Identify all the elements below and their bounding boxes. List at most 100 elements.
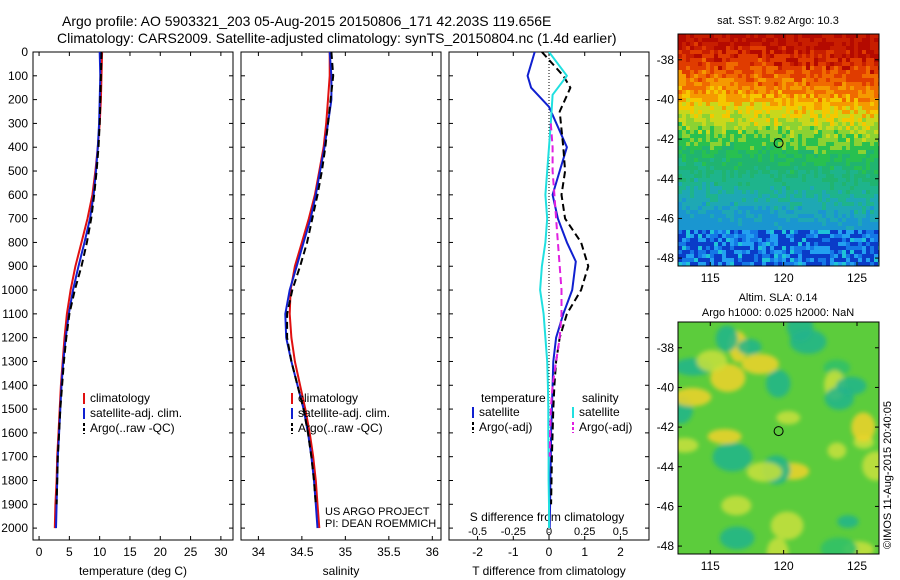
sst-cell <box>826 94 831 99</box>
sst-cell <box>798 82 803 87</box>
sst-cell <box>782 158 787 163</box>
sst-cell <box>698 218 703 223</box>
sst-cell <box>854 218 859 223</box>
sst-cell <box>854 34 859 39</box>
sst-cell <box>774 98 779 103</box>
sst-cell <box>798 138 803 143</box>
sst-cell <box>730 194 735 199</box>
sst-cell <box>870 34 875 39</box>
sst-cell <box>690 110 695 115</box>
sst-cell <box>818 210 823 215</box>
sst-cell <box>750 114 755 119</box>
sst-cell <box>842 230 847 235</box>
sst-cell <box>830 154 835 159</box>
sst-cell <box>802 226 807 231</box>
sst-cell <box>742 138 747 143</box>
sst-cell <box>786 214 791 219</box>
sst-cell <box>806 178 811 183</box>
sst-cell <box>858 78 863 83</box>
sst-cell <box>854 62 859 67</box>
sst-cell <box>810 134 815 139</box>
sst-cell <box>806 158 811 163</box>
sst-cell <box>806 94 811 99</box>
sst-cell <box>862 130 867 135</box>
sst-cell <box>678 158 683 163</box>
sst-cell <box>766 254 771 259</box>
sst-cell <box>678 222 683 227</box>
sst-cell <box>822 134 827 139</box>
sst-cell <box>730 118 735 123</box>
sst-cell <box>866 166 871 171</box>
sst-cell <box>682 170 687 175</box>
sst-cell <box>706 74 711 79</box>
sst-cell <box>822 126 827 131</box>
sst-cell <box>858 222 863 227</box>
sst-cell <box>854 258 859 263</box>
sst-cell <box>754 198 759 203</box>
sst-cell <box>838 182 843 187</box>
legend-label: satellite-adj. clim. <box>90 406 182 420</box>
sst-cell <box>854 134 859 139</box>
sst-cell <box>722 122 727 127</box>
sst-cell <box>846 174 851 179</box>
sst-cell <box>814 198 819 203</box>
sst-cell <box>814 162 819 167</box>
sst-cell <box>830 106 835 111</box>
sst-cell <box>734 50 739 55</box>
sst-cell <box>714 258 719 263</box>
sst-cell <box>846 158 851 163</box>
sst-cell <box>794 86 799 91</box>
sst-cell <box>678 130 683 135</box>
sst-cell <box>678 206 683 211</box>
sst-cell <box>838 94 843 99</box>
sst-cell <box>870 218 875 223</box>
sst-cell <box>718 74 723 79</box>
sst-cell <box>806 130 811 135</box>
sst-cell <box>694 194 699 199</box>
sst-cell <box>706 186 711 191</box>
sst-cell <box>814 110 819 115</box>
sst-cell <box>802 238 807 243</box>
sst-cell <box>838 170 843 175</box>
sst-cell <box>786 82 791 87</box>
sst-cell <box>754 142 759 147</box>
sst-cell <box>718 102 723 107</box>
sst-cell <box>762 210 767 215</box>
sst-cell <box>742 254 747 259</box>
sst-cell <box>718 178 723 183</box>
sst-cell <box>786 122 791 127</box>
lat-tick-label: -46 <box>657 211 675 225</box>
sst-cell <box>774 218 779 223</box>
sst-cell <box>762 254 767 259</box>
sst-cell <box>782 62 787 67</box>
sst-cell <box>774 78 779 83</box>
sst-cell <box>806 250 811 255</box>
sst-cell <box>822 210 827 215</box>
sst-cell <box>710 70 715 75</box>
sst-cell <box>694 50 699 55</box>
sst-cell <box>714 222 719 227</box>
sst-cell <box>754 166 759 171</box>
sst-cell <box>686 54 691 59</box>
sst-cell <box>838 214 843 219</box>
sst-cell <box>678 162 683 167</box>
sst-cell <box>770 106 775 111</box>
sst-cell <box>866 38 871 43</box>
sst-cell <box>858 138 863 143</box>
sst-cell <box>802 138 807 143</box>
sst-cell <box>770 150 775 155</box>
sst-cell <box>862 78 867 83</box>
sst-cell <box>810 194 815 199</box>
sst-cell <box>850 102 855 107</box>
sst-cell <box>698 106 703 111</box>
sst-cell <box>738 234 743 239</box>
sst-cell <box>786 170 791 175</box>
sst-cell <box>770 42 775 47</box>
sst-cell <box>826 154 831 159</box>
sst-cell <box>774 54 779 59</box>
axes-frame <box>32 51 234 541</box>
sst-cell <box>762 114 767 119</box>
sst-cell <box>758 178 763 183</box>
sst-cell <box>698 230 703 235</box>
sst-cell <box>866 242 871 247</box>
